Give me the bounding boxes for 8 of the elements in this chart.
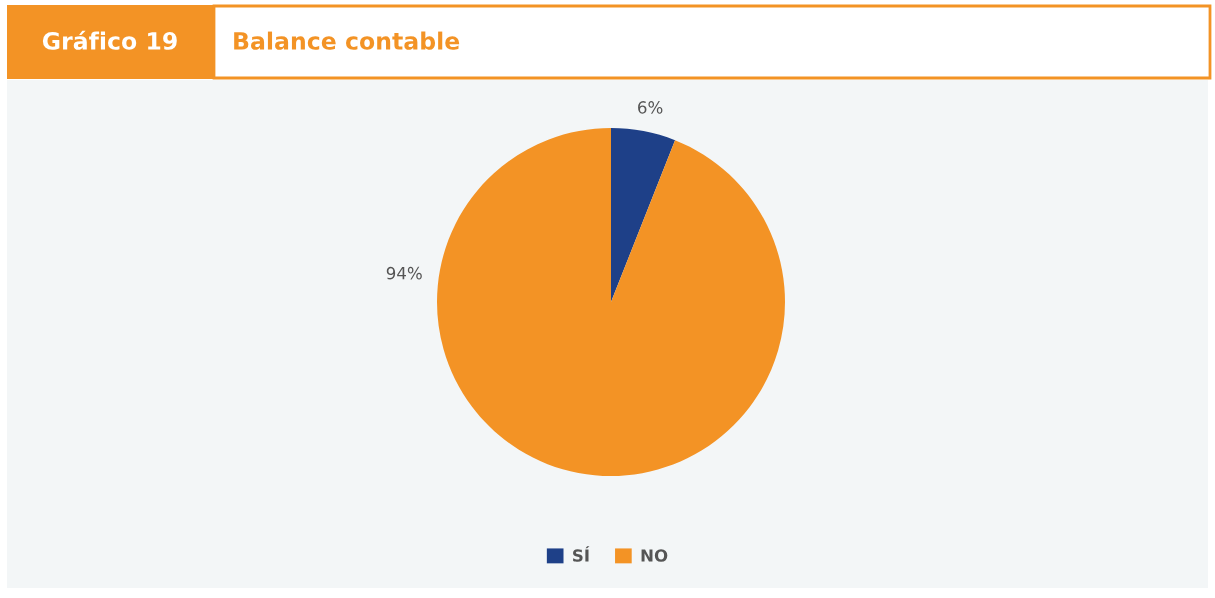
data-label: 6% [638, 101, 663, 114]
chart-subtitle: Balance contable [234, 31, 460, 50]
legend-label: NO [641, 549, 668, 562]
pie-slice [611, 128, 676, 302]
data-label: 94% [386, 266, 422, 280]
text: Gráfico 19 [42, 30, 177, 50]
pie-slice [437, 128, 785, 476]
legend-label: SÍ [573, 546, 590, 562]
